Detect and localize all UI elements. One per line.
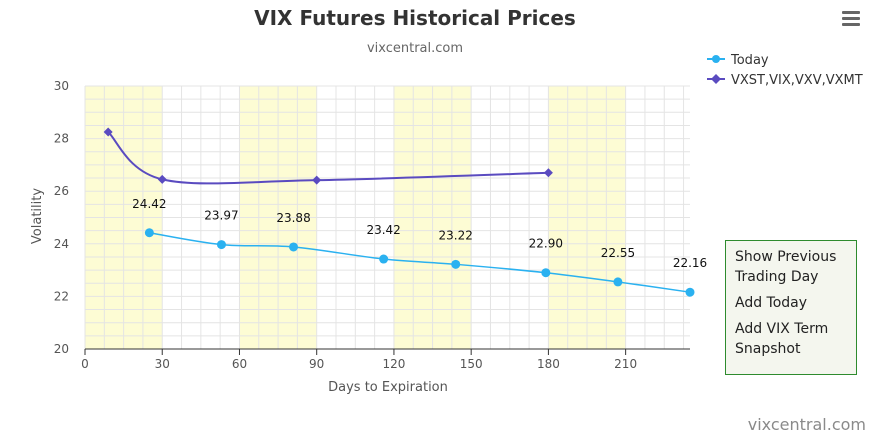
axes: 0 30 60 90 120 150 180 210 20 22 24 26 28 30 bbox=[54, 79, 690, 371]
legend-marker-term bbox=[711, 74, 721, 84]
data-point[interactable] bbox=[541, 268, 551, 278]
x-tick-label: 150 bbox=[460, 357, 483, 371]
x-tick-label: 90 bbox=[309, 357, 324, 371]
grid bbox=[84, 85, 690, 350]
data-label: 22.90 bbox=[529, 237, 563, 251]
data-label: 23.97 bbox=[204, 209, 238, 223]
legend-marker-today bbox=[712, 55, 720, 63]
x-tick-label: 30 bbox=[155, 357, 170, 371]
chart-title: VIX Futures Historical Prices bbox=[254, 6, 576, 30]
legend-item-term[interactable]: VXST,VIX,VXV,VXMT bbox=[707, 73, 863, 88]
y-tick-label: 20 bbox=[54, 342, 69, 356]
y-tick-label: 28 bbox=[54, 132, 69, 146]
legend-label-term: VXST,VIX,VXV,VXMT bbox=[731, 73, 863, 88]
data-label: 23.42 bbox=[366, 223, 400, 237]
add-vix-term-snapshot-button[interactable]: Add VIX Term Snapshot bbox=[735, 321, 829, 357]
legend-item-today[interactable]: Today bbox=[707, 53, 769, 68]
data-point[interactable] bbox=[685, 287, 695, 297]
y-tick-label: 22 bbox=[54, 289, 69, 303]
data-label: 23.22 bbox=[439, 228, 473, 242]
legend: Today VXST,VIX,VXV,VXMT bbox=[707, 53, 863, 88]
data-label: 22.16 bbox=[673, 256, 707, 270]
chart-menu-button[interactable] bbox=[838, 8, 864, 30]
data-label: 24.42 bbox=[132, 197, 166, 211]
x-tick-label: 120 bbox=[382, 357, 405, 371]
legend-label-today: Today bbox=[730, 53, 769, 68]
data-point[interactable] bbox=[312, 175, 322, 185]
x-tick-label: 60 bbox=[232, 357, 247, 371]
data-point[interactable] bbox=[216, 240, 226, 250]
data-point[interactable] bbox=[613, 277, 623, 287]
context-menu: Show Previous Trading Day Add Today Add … bbox=[725, 240, 857, 375]
y-axis-label: Volatility bbox=[30, 188, 45, 244]
chart-subtitle: vixcentral.com bbox=[367, 41, 463, 56]
data-point[interactable] bbox=[451, 259, 461, 269]
series-line-0 bbox=[149, 232, 691, 293]
y-tick-label: 30 bbox=[54, 79, 69, 93]
x-tick-label: 210 bbox=[614, 357, 637, 371]
data-label: 23.88 bbox=[276, 211, 310, 225]
series-line-1 bbox=[107, 131, 549, 185]
show-previous-trading-day-button[interactable]: Show Previous Trading Day bbox=[735, 249, 837, 285]
data-point[interactable] bbox=[543, 168, 553, 178]
data-point[interactable] bbox=[289, 242, 299, 252]
data-point[interactable] bbox=[144, 228, 154, 238]
data-labels: 24.42 23.97 23.88 23.42 23.22 22.90 22.55 22.16 bbox=[132, 197, 707, 270]
y-tick-label: 26 bbox=[54, 184, 69, 198]
x-tick-label: 0 bbox=[81, 357, 89, 371]
menu-icon bbox=[842, 11, 860, 14]
data-label: 22.55 bbox=[601, 246, 635, 260]
credit-label[interactable]: vixcentral.com bbox=[747, 415, 866, 434]
data-point[interactable] bbox=[157, 174, 167, 184]
data-point[interactable] bbox=[103, 127, 113, 137]
y-tick-label: 24 bbox=[54, 237, 69, 251]
x-tick-label: 180 bbox=[537, 357, 560, 371]
add-today-button[interactable]: Add Today bbox=[735, 295, 808, 311]
x-axis-label: Days to Expiration bbox=[328, 380, 448, 395]
series bbox=[103, 127, 695, 297]
data-point[interactable] bbox=[379, 254, 389, 264]
